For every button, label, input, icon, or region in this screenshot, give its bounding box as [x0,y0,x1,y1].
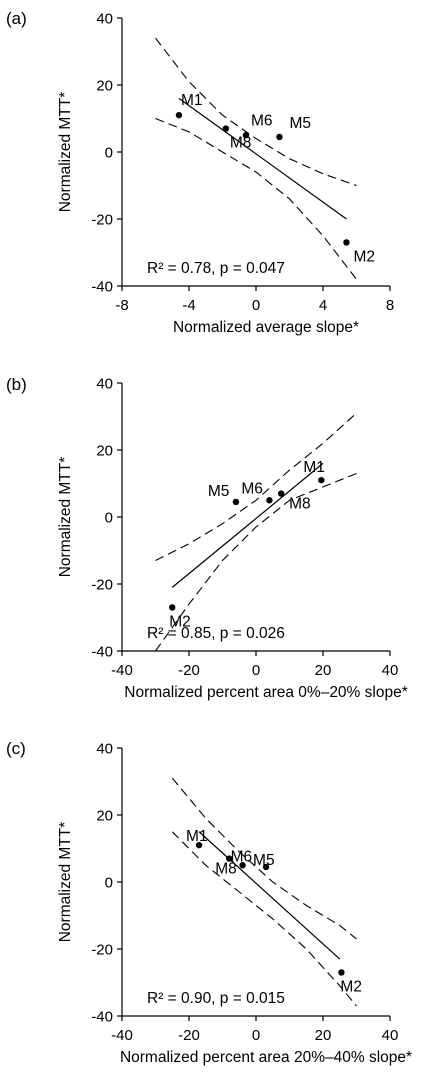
y-axis-title: Normalized MTT* [57,457,74,578]
y-tick-label: 0 [105,875,113,892]
data-point-m2 [343,239,350,246]
y-axis-title: Normalized MTT* [57,822,74,943]
x-axis-title: Normalized percent area 20%–40% slope* [120,1049,412,1066]
x-tick-label: 20 [315,1027,332,1044]
y-tick-label: -40 [91,279,113,296]
data-point-m8 [277,490,285,497]
point-label-m8: M8 [289,496,311,513]
panel-label: (c) [6,739,26,758]
r2-annotation: R² = 0.78, p = 0.047 [147,260,285,277]
r2-annotation: R² = 0.85, p = 0.026 [147,625,285,642]
data-point-m5 [232,498,240,506]
data-point-m1 [195,841,203,849]
data-point-m2 [169,604,176,611]
point-label-m1: M1 [181,92,203,109]
x-tick-label: -4 [182,297,195,314]
panel-label: (a) [6,9,27,28]
x-tick-label: 40 [382,662,399,679]
data-point-m6 [242,132,250,139]
y-tick-label: 40 [96,376,113,393]
ci-upper-line [171,777,357,940]
y-tick-label: -20 [91,577,113,594]
point-label-m2: M2 [340,978,362,995]
x-tick-label: 0 [252,1027,260,1044]
data-point-m5 [262,863,270,871]
ci-lower-line [171,831,357,1007]
panel-label: (b) [6,375,27,394]
y-tick-label: 20 [96,443,113,460]
data-point-m1 [318,476,325,484]
point-label-m5: M5 [289,115,311,132]
y-tick-label: 20 [96,78,113,95]
regression-line [171,462,324,588]
y-tick-label: -40 [91,1009,113,1026]
point-label-m5: M5 [208,483,230,500]
x-axis-title: Normalized average slope* [173,319,359,336]
data-point-m1 [175,111,183,119]
data-point-m2 [338,969,345,976]
x-tick-label: 0 [252,297,260,314]
point-label-m1: M1 [186,828,208,845]
data-point-m6 [239,862,246,869]
y-tick-label: -20 [91,942,113,959]
data-point-m8 [222,125,230,132]
point-label-m2: M2 [353,248,375,265]
x-tick-label: -8 [115,297,128,314]
panel-b: (b) -40 -20 0 20 40 -40 -20 0 20 40 Normalized perc… [6,375,408,701]
point-label-m2: M2 [169,613,191,630]
ci-lower-line [155,117,357,280]
x-tick-label: -40 [111,1027,133,1044]
y-tick-label: 40 [96,11,113,28]
x-tick-label: 8 [386,297,394,314]
point-label-m1: M1 [303,459,325,476]
point-label-m6: M6 [241,480,263,497]
y-tick-label: -40 [91,644,113,661]
ci-lower-line [155,472,357,652]
x-tick-label: 40 [382,1027,399,1044]
x-tick-label: 20 [315,662,332,679]
regression-line [178,97,347,220]
x-axis-title: Normalized percent area 0%–20% slope* [124,684,407,701]
ci-upper-line [155,37,357,187]
point-label-m8: M8 [230,135,252,152]
x-tick-label: 4 [319,297,327,314]
y-tick-label: -20 [91,212,113,229]
point-label-m8: M8 [215,861,237,878]
y-tick-label: 40 [96,741,113,758]
data-point-m8 [226,855,233,862]
y-axis-title: Normalized MTT* [57,92,74,213]
x-tick-label: -20 [178,662,200,679]
y-tick-label: 0 [105,510,113,527]
data-point-m6 [266,497,273,504]
point-label-m6: M6 [251,112,273,129]
data-point-m5 [276,133,283,141]
panel-c: (c) -40 -20 0 20 40 -40 -20 0 20 40 Normalized perc… [6,739,412,1066]
x-tick-label: -20 [178,1027,200,1044]
point-label-m6: M6 [231,848,253,865]
ci-upper-line [155,412,357,561]
point-label-m5: M5 [253,852,275,869]
y-tick-label: 20 [96,808,113,825]
regression-line [198,831,341,960]
y-tick-label: 0 [105,145,113,162]
r2-annotation: R² = 0.90, p = 0.015 [147,990,285,1007]
x-tick-label: 0 [252,662,260,679]
x-tick-label: -40 [111,662,133,679]
